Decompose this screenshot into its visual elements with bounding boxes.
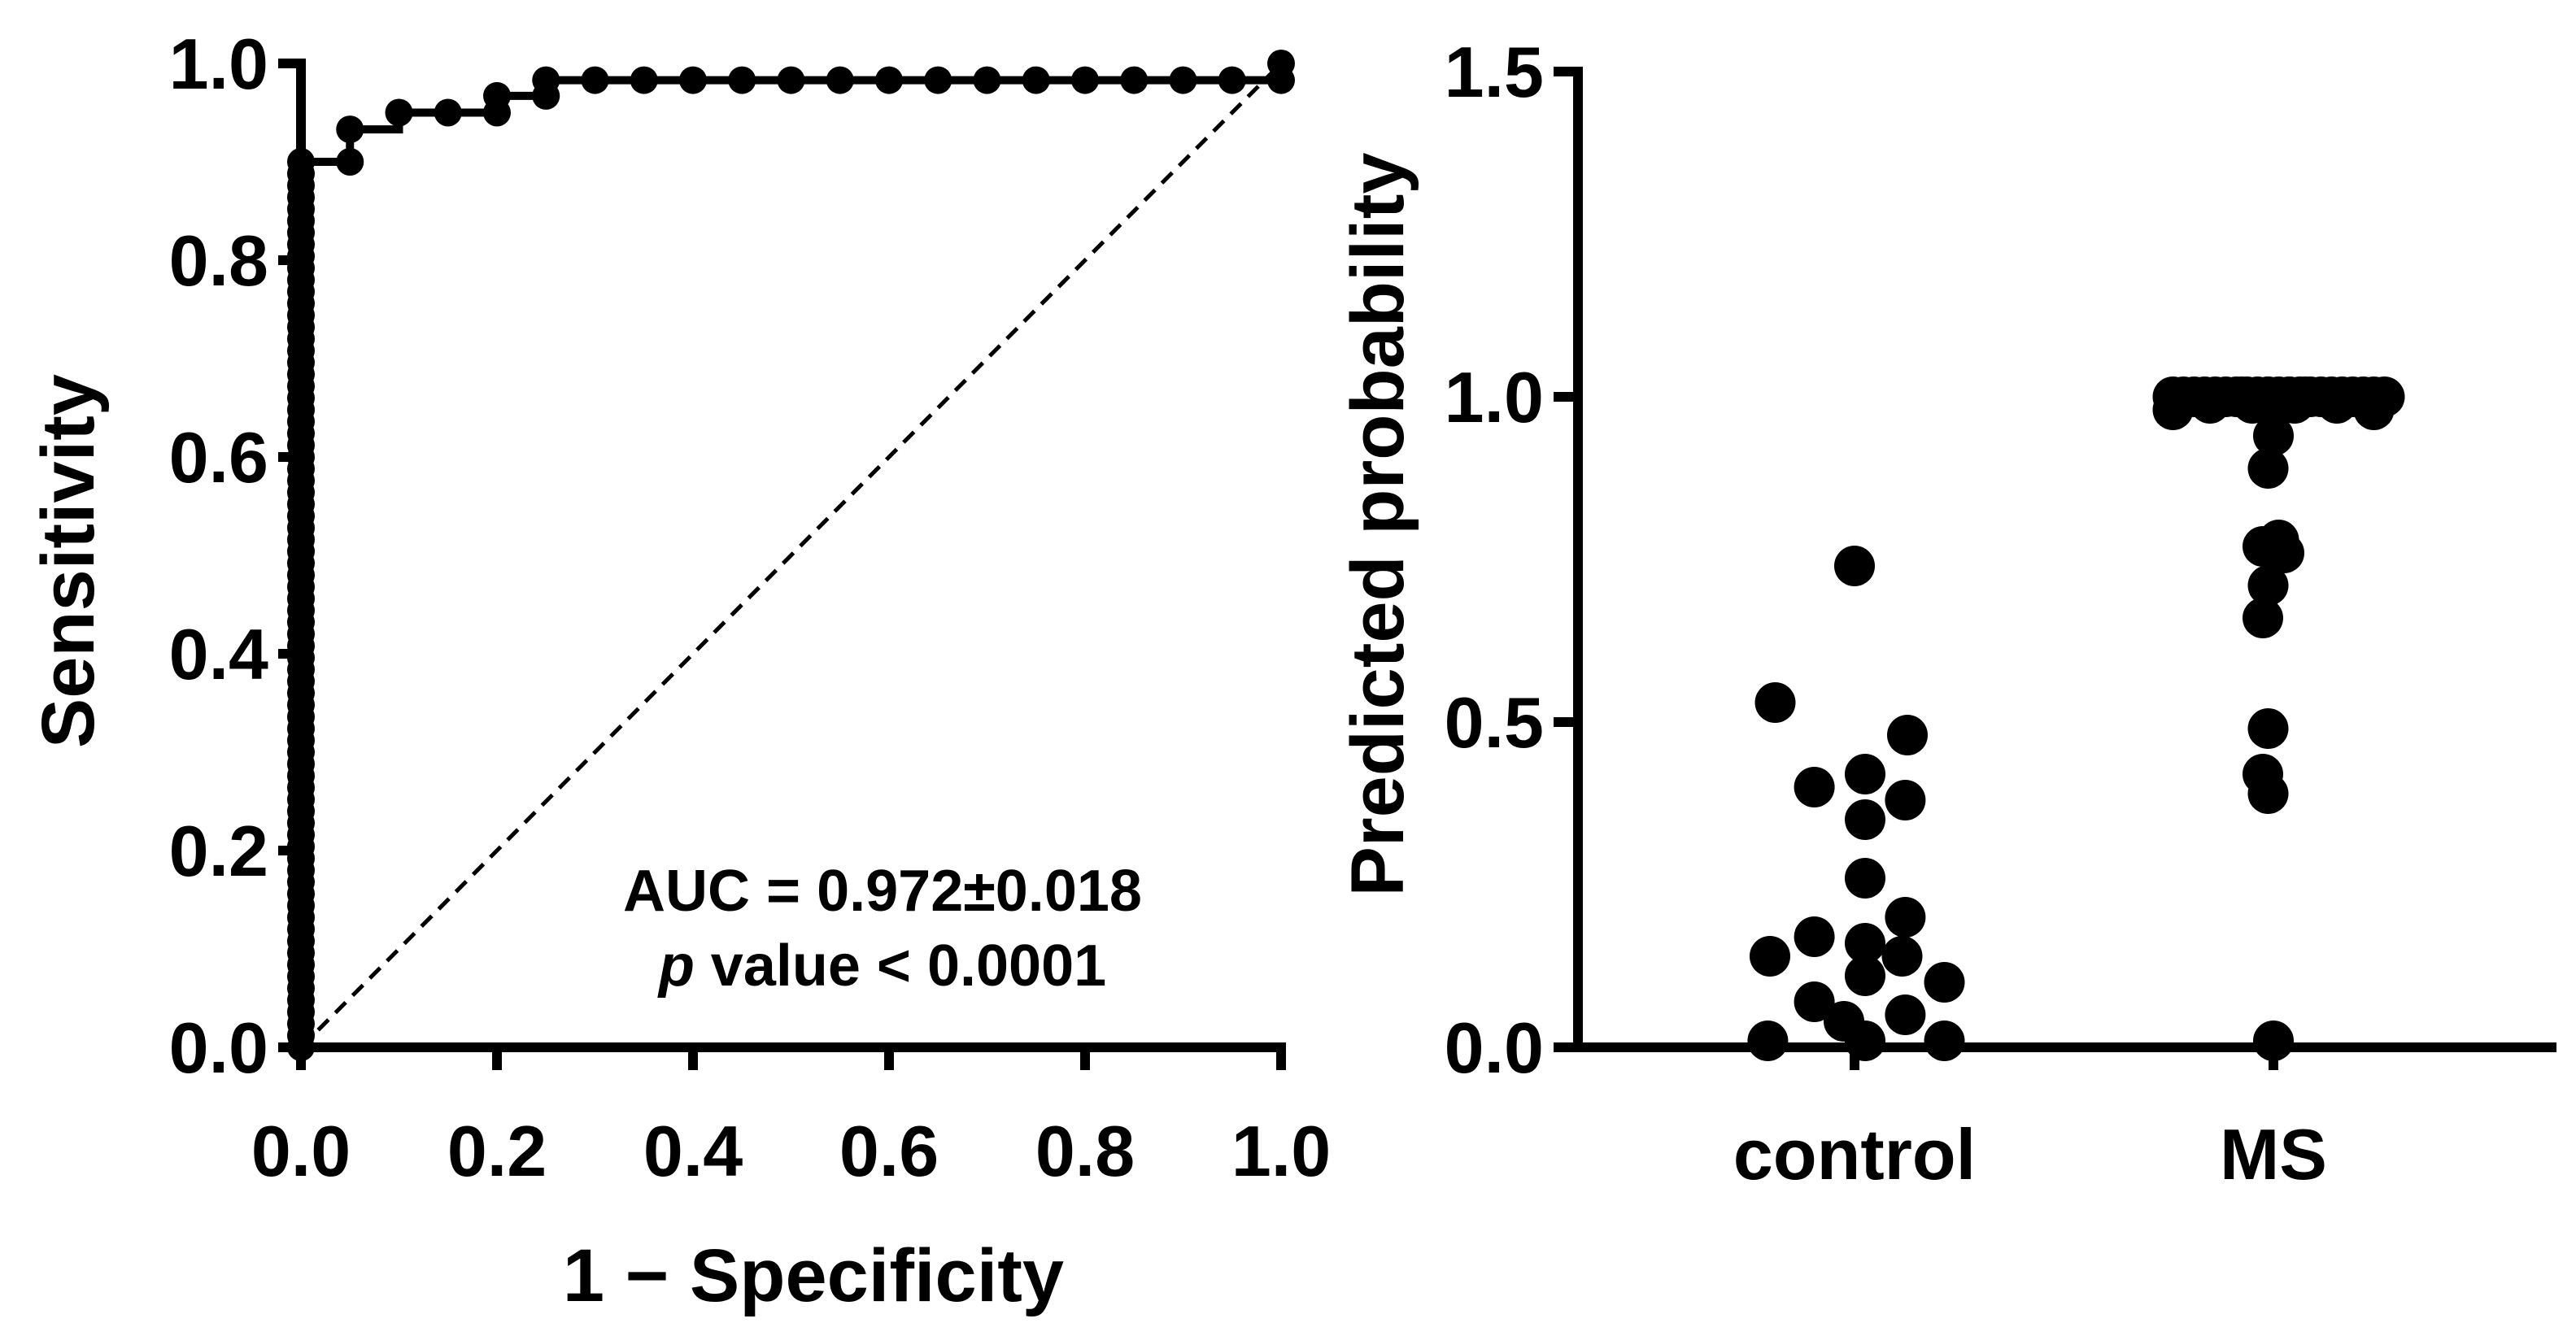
control-point [1924,962,1965,1003]
control-point [1747,1020,1789,1061]
roc-x-axis-label: 1 − Specificity [563,1234,1064,1317]
p-italic: p [657,933,695,999]
control-point [1885,897,1926,938]
MS-point [2247,565,2289,606]
prob-x-tick-label: control [1733,1114,1976,1195]
roc-point [483,81,511,110]
roc-point [777,66,805,94]
MS-point [2274,383,2315,424]
roc-y-ticks: 0.0 0.2 0.4 0.6 0.8 1.0 [169,24,301,1088]
control-point [1845,955,1885,996]
roc-x-tick-label: 1.0 [1231,1111,1331,1191]
roc-point [336,115,364,144]
roc-point [826,66,854,94]
control-point [1885,780,1926,820]
prob-y-tick-label: 1.5 [1445,32,1544,112]
prob-y-tick-label: 0.5 [1445,682,1544,763]
roc-point [434,98,462,127]
roc-point [532,66,560,94]
MS-point [2247,448,2289,489]
roc-point [630,66,658,94]
roc-point [385,98,413,127]
control-point [1885,994,1926,1035]
control-point [1750,936,1790,977]
MS-point [2247,773,2289,814]
prob-y-axis-label: Predicted probability [1336,152,1419,896]
control-point [1881,936,1923,977]
roc-reference-line [299,62,1283,1049]
roc-point [1022,66,1050,94]
roc-y-tick-label: 1.0 [169,24,268,104]
prob-y-ticks: 0.0 0.5 1.0 1.5 [1445,32,1578,1088]
prob-x-tick-label: MS [2220,1114,2327,1195]
roc-x-tick-label: 0.8 [1035,1111,1135,1191]
roc-y-tick-label: 0.6 [169,417,268,498]
p-value-annotation: p value < 0.0001 [657,933,1106,999]
roc-y-tick-label: 0.0 [169,1007,268,1088]
prob-y-tick-label: 0.0 [1445,1007,1544,1088]
probability-points [1747,376,2405,1061]
roc-y-axis-label: Sensitivity [27,374,110,748]
p-value-text: value < 0.0001 [695,933,1106,999]
MS-point [2317,383,2357,424]
roc-point [336,148,364,176]
control-point [1794,767,1835,807]
MS-point [2264,533,2304,573]
control-point [1794,981,1835,1022]
roc-x-ticks: 0.0 0.2 0.4 0.6 0.8 1.0 [251,1047,1331,1191]
roc-point [1169,66,1197,94]
roc-x-tick-label: 0.0 [251,1111,351,1191]
control-point [1754,682,1796,723]
roc-point [581,66,609,94]
control-point [1924,1020,1965,1061]
control-point [1845,799,1885,840]
roc-point [973,66,1001,94]
MS-point [2353,389,2395,430]
roc-y-tick-label: 0.4 [169,614,268,694]
control-point [1845,923,1885,964]
control-point [1834,546,1875,586]
control-point [1887,715,1928,755]
roc-point [1120,66,1149,94]
roc-point [1218,66,1246,94]
MS-point [2247,708,2289,749]
MS-point [2232,383,2273,424]
roc-point [679,66,707,94]
MS-point [2253,416,2294,456]
probability-chart: 0.0 0.5 1.0 1.5 control MS Predicted probabi… [1336,32,2556,1195]
roc-point [924,66,952,94]
roc-points [287,50,1295,1061]
roc-y-tick-label: 0.8 [169,220,268,301]
prob-x-ticks: control MS [1733,1047,2327,1195]
control-point [1845,858,1885,899]
roc-x-tick-label: 0.4 [643,1111,743,1191]
roc-point [728,66,756,94]
roc-point [1071,66,1099,94]
prob-y-tick-label: 1.0 [1445,357,1544,437]
roc-x-tick-label: 0.6 [839,1111,939,1191]
roc-y-tick-label: 0.2 [169,811,268,891]
control-point [1794,916,1835,957]
MS-point [2152,389,2194,430]
roc-x-tick-label: 0.2 [447,1111,547,1191]
roc-chart: 0.0 0.2 0.4 0.6 0.8 1.0 0.0 0.2 0.4 0.6 0.8 1.0 1 … [27,24,1331,1317]
MS-point [2243,598,2283,638]
MS-point [2190,383,2230,424]
roc-point [1267,50,1295,77]
control-point [1845,754,1885,794]
auc-annotation: AUC = 0.972±0.018 [623,859,1142,924]
roc-point [875,66,903,94]
